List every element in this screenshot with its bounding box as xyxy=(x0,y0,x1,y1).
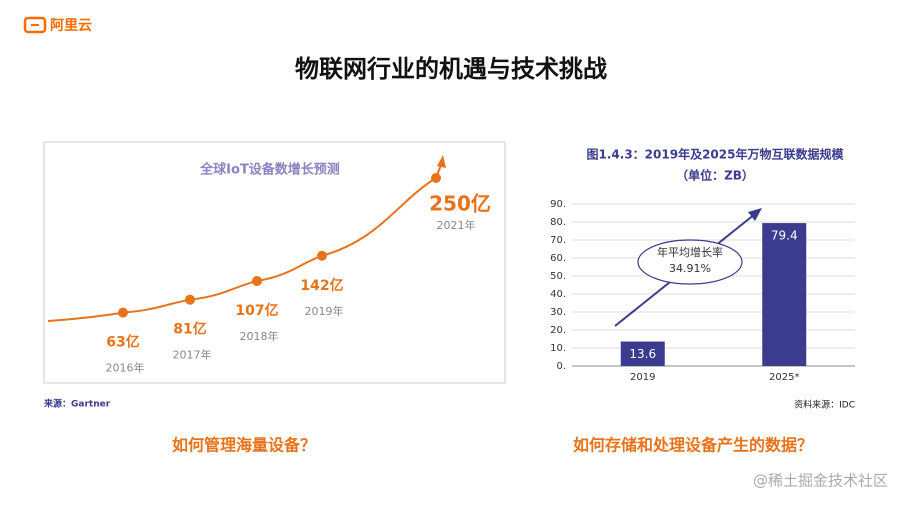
category-label: 2018年 xyxy=(240,329,279,343)
value-label: 63亿 xyxy=(106,334,139,351)
logo-icon xyxy=(23,16,47,34)
point xyxy=(431,173,441,183)
category-label: 2017年 xyxy=(173,348,212,362)
category-label: 2021年 xyxy=(437,218,476,232)
chart-title: 图1.4.3：2019年及2025年万物互联数据规模 xyxy=(587,147,845,162)
y-tick-label: 50. xyxy=(550,271,566,282)
chart-subtitle: （单位：ZB） xyxy=(676,168,754,183)
slide-title: 物联网行业的机遇与技术挑战 xyxy=(295,55,607,83)
bar xyxy=(762,223,807,366)
value-label: 107亿 xyxy=(235,302,278,319)
arrow-head xyxy=(437,155,446,168)
category-label: 2016年 xyxy=(106,361,145,375)
annotation: 34.91% xyxy=(669,262,711,275)
y-tick-label: 10. xyxy=(550,343,566,354)
logo-text: 阿里云 xyxy=(50,18,92,34)
x-tick-label: 2019 xyxy=(630,372,655,383)
point xyxy=(317,250,327,261)
source: 资料来源：IDC xyxy=(794,399,855,411)
value-label: 142亿 xyxy=(300,277,343,294)
y-tick-label: 60. xyxy=(550,253,566,264)
watermark: @稀土掘金技术社区 xyxy=(753,472,888,490)
y-tick-label: 80. xyxy=(550,217,566,228)
y-tick-label: 30. xyxy=(550,307,566,318)
question: 如何管理海量设备？ xyxy=(172,436,316,455)
question: 如何存储和处理设备产生的数据？ xyxy=(573,436,813,455)
value-label: 79.4 xyxy=(771,229,798,243)
point xyxy=(185,294,195,305)
value-label: 250亿 xyxy=(429,192,491,216)
y-tick-label: 40. xyxy=(550,289,566,300)
curve-tail xyxy=(47,311,124,322)
category-label: 2019年 xyxy=(305,304,344,318)
point xyxy=(118,307,128,318)
y-tick-label: 20. xyxy=(550,325,566,336)
arrow-head xyxy=(748,208,762,221)
value-label: 81亿 xyxy=(173,321,206,338)
x-tick-label: 2025* xyxy=(769,372,799,383)
curve xyxy=(122,177,437,314)
y-tick-label: 70. xyxy=(550,235,566,246)
point xyxy=(252,275,262,286)
annotation: 年平均增长率 xyxy=(657,245,723,259)
source: 来源：Gartner xyxy=(43,398,111,410)
y-tick-label: 0. xyxy=(556,361,566,372)
bar xyxy=(620,341,665,366)
y-tick-label: 90. xyxy=(550,199,566,210)
annotation-bubble xyxy=(637,239,743,285)
value-label: 13.6 xyxy=(629,347,656,361)
chart-title: 全球IoT设备数增长预测 xyxy=(199,162,340,178)
